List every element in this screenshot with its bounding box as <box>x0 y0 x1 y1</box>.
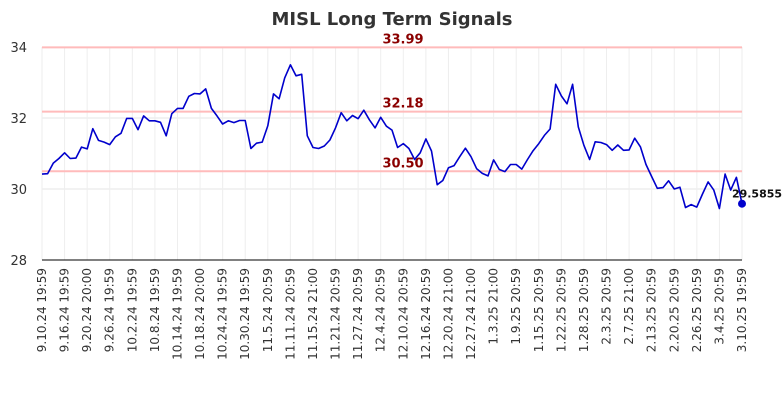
x-tick-label: 1.28.25 20:59 <box>577 268 591 352</box>
x-tick-label: 12.4.24 20:59 <box>374 268 388 352</box>
x-tick-label: 12.20.24 21:00 <box>441 268 455 360</box>
x-tick-label: 10.14.24 19:59 <box>170 268 184 360</box>
reference-lines <box>42 46 742 173</box>
chart-title: MISL Long Term Signals <box>272 9 513 30</box>
x-tick-label: 10.2.24 19:59 <box>125 268 139 352</box>
x-tick-label: 1.15.25 20:59 <box>532 268 546 352</box>
reference-line-label: 30.50 <box>382 156 423 171</box>
x-tick-label: 11.21.24 20:59 <box>329 268 343 360</box>
x-tick-label: 10.18.24 20:00 <box>193 268 207 360</box>
y-tick-label: 30 <box>10 183 27 198</box>
x-tick-label: 11.5.24 20:59 <box>261 268 275 352</box>
x-tick-label: 2.26.25 20:59 <box>690 268 704 352</box>
x-tick-label: 9.20.24 20:00 <box>80 268 94 352</box>
x-tick-label: 2.3.25 20:59 <box>600 268 614 345</box>
x-tick-label: 12.27.24 21:00 <box>464 268 478 360</box>
axes: 28 30 32 34 9.10.24 19:59 9.16.24 19:59 9.20.2… <box>10 41 749 360</box>
reference-line-label: 32.18 <box>382 97 423 112</box>
x-tick-label: 9.10.24 19:59 <box>35 268 49 352</box>
x-tick-label: 9.26.24 19:59 <box>103 268 117 352</box>
last-point-marker <box>738 199 746 208</box>
reference-line-label: 33.99 <box>382 32 423 47</box>
x-tick-label: 2.13.25 20:59 <box>645 268 659 352</box>
x-tick-label: 10.30.24 19:59 <box>238 268 252 360</box>
series <box>41 64 746 210</box>
series-line <box>41 64 743 210</box>
x-tick-label: 2.7.25 21:00 <box>622 268 636 345</box>
y-tick-label: 28 <box>10 254 27 269</box>
x-tick-label: 9.16.24 19:59 <box>58 268 72 352</box>
x-tick-label: 1.22.25 20:59 <box>554 268 568 352</box>
x-tick-label: 12.16.24 20:59 <box>419 268 433 360</box>
x-tick-label: 2.20.25 20:59 <box>667 268 681 352</box>
x-tick-label: 3.4.25 20:59 <box>712 268 726 345</box>
x-tick-label: 11.11.24 20:59 <box>283 268 297 360</box>
grid <box>41 46 743 261</box>
x-tick-label: 1.9.25 20:59 <box>509 268 523 345</box>
labels: 33.99 32.18 30.50 29.5855 <box>382 32 782 200</box>
last-point-label: 29.5855 <box>732 188 782 201</box>
x-tick-label: 12.10.24 20:59 <box>396 268 410 360</box>
x-tick-label: 11.15.24 21:00 <box>306 268 320 360</box>
x-tick-label: 10.8.24 19:59 <box>148 268 162 352</box>
x-tick-label: 3.10.25 19:59 <box>735 268 749 352</box>
x-tick-label: 1.3.25 21:00 <box>487 268 501 345</box>
y-tick-label: 34 <box>10 41 27 56</box>
x-tick-label: 10.24.24 19:59 <box>216 268 230 360</box>
x-tick-label: 11.27.24 20:59 <box>351 268 365 360</box>
y-tick-label: 32 <box>10 112 27 127</box>
